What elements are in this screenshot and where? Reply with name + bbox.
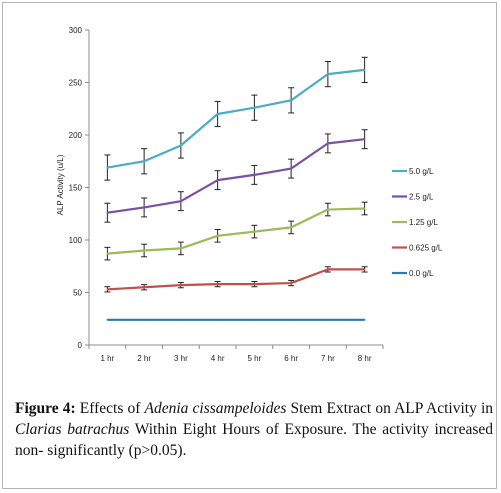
data-point [253, 319, 256, 321]
data-point [143, 286, 145, 289]
data-point [253, 283, 256, 285]
caption-label: Figure 4: [15, 400, 76, 417]
data-point [106, 211, 109, 214]
data-point [180, 144, 182, 147]
legend-label: 5.0 g/L [409, 167, 434, 176]
data-point [253, 230, 256, 233]
data-point [363, 319, 366, 321]
series-group [104, 201, 368, 261]
data-point [106, 252, 109, 255]
data-point [180, 319, 182, 321]
data-point [216, 283, 219, 285]
data-point [143, 319, 145, 321]
legend-label: 0.625 g/L [409, 244, 443, 253]
series-line [107, 138, 365, 214]
series-line [107, 268, 365, 291]
x-tick-label: 5 hr [247, 354, 261, 363]
figure-caption: Figure 4: Effects of Adenia cissampeloid… [15, 398, 493, 461]
caption-text-3: Within Eight Hours of Exposure. The acti… [15, 421, 494, 459]
data-point [327, 208, 329, 211]
chart-axes: 0 50 100 150 200 250 300 1 hr 2 hr 3 hr 4 hr 5 hr 6 … [69, 26, 384, 363]
y-tick-label: 150 [69, 184, 83, 193]
data-point [327, 319, 329, 321]
data-point [143, 160, 145, 163]
series-group [104, 266, 368, 293]
data-point [216, 235, 219, 237]
y-tick-label: 250 [69, 79, 83, 88]
figure-frame: 0 50 100 150 200 250 300 1 hr 2 hr 3 hr 4 hr 5 hr 6 … [2, 2, 497, 489]
data-point [143, 206, 145, 209]
data-point [216, 113, 219, 115]
data-point [216, 179, 219, 181]
data-point [106, 319, 109, 321]
data-point [363, 138, 366, 140]
y-tick-label: 200 [69, 131, 83, 140]
x-tick-label: 8 hr [358, 354, 372, 363]
data-point [180, 200, 182, 202]
legend-label: 2.5 g/L [409, 193, 434, 202]
series-group [104, 129, 368, 223]
y-tick-label: 300 [69, 26, 83, 35]
series-group [104, 56, 368, 181]
caption-species-plant: Adenia cissampeloides [144, 400, 287, 417]
series-group [106, 318, 366, 321]
data-point [253, 174, 256, 176]
y-axis-label: ALP Activity (u/L) [56, 154, 65, 215]
data-point [290, 99, 292, 102]
data-point [363, 207, 366, 210]
data-point [253, 106, 256, 109]
data-point [327, 142, 329, 145]
data-point [290, 282, 292, 284]
data-point [216, 319, 219, 321]
data-point [180, 284, 182, 286]
legend-label: 1.25 g/L [409, 218, 438, 227]
caption-species-fish: Clarias batrachus [15, 421, 130, 438]
x-tick-label: 6 hr [284, 354, 298, 363]
series-line [107, 207, 365, 255]
data-point [327, 268, 329, 271]
y-tick-label: 0 [78, 341, 83, 350]
data-point [363, 69, 366, 71]
x-tick-label: 3 hr [174, 354, 188, 363]
data-point [106, 166, 109, 169]
caption-text-2: Stem Extract on ALP Activity in [286, 400, 494, 417]
data-point [363, 268, 366, 271]
data-point [290, 319, 292, 321]
data-point [290, 226, 292, 229]
y-tick-label: 100 [69, 236, 83, 245]
x-tick-label: 1 hr [100, 354, 114, 363]
x-tick-label: 2 hr [137, 354, 151, 363]
series-line [107, 68, 365, 169]
data-point [180, 247, 182, 250]
chart-series [104, 56, 368, 321]
legend-label: 0.0 g/L [409, 269, 434, 278]
caption-text-1: Effects of [75, 400, 145, 417]
x-tick-label: 7 hr [321, 354, 335, 363]
x-tick-label: 4 hr [211, 354, 225, 363]
data-point [290, 167, 292, 170]
line-chart: 0 50 100 150 200 250 300 1 hr 2 hr 3 hr 4 hr 5 hr 6 … [56, 26, 443, 363]
y-tick-label: 50 [73, 289, 82, 298]
data-point [106, 288, 109, 291]
data-point [143, 249, 145, 252]
chart-legend: 5.0 g/L 2.5 g/L 1.25 g/L 0.625 g/L 0.0 g/L [392, 167, 443, 278]
data-point [327, 73, 329, 75]
